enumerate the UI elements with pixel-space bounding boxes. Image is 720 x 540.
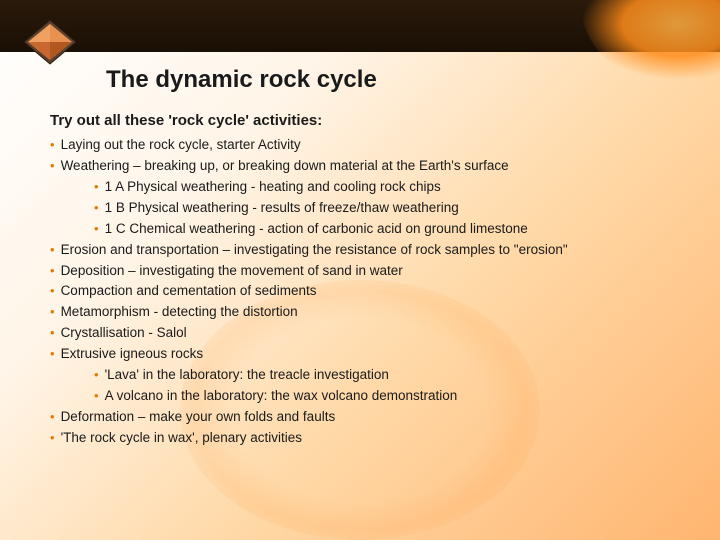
bullet-text: 1 B Physical weathering - results of fre… [105,198,459,219]
bullet-text: Crystallisation - Salol [61,323,187,344]
bullet-text: Weathering – breaking up, or breaking do… [61,156,509,177]
bullet-text: A volcano in the laboratory: the wax vol… [105,386,458,407]
bullet-text: Erosion and transportation – investigati… [61,240,568,261]
bullet-list: • Laying out the rock cycle, starter Acti… [50,135,672,449]
bullet-text: Compaction and cementation of sediments [61,281,317,302]
bullet-text: Metamorphism - detecting the distortion [61,302,298,323]
bullet-dot-icon: • [50,407,55,427]
bullet-dot-icon: • [50,281,55,301]
bullet-text: 1 C Chemical weathering - action of carb… [105,219,528,240]
bullet-item: • Erosion and transportation – investigat… [50,240,672,261]
bullet-dot-icon: • [50,302,55,322]
bullet-item: • Deformation – make your own folds and f… [50,407,672,428]
bullet-item: • Metamorphism - detecting the distortion [50,302,672,323]
bullet-dot-icon: • [94,198,99,218]
bullet-item: • Crystallisation - Salol [50,323,672,344]
bullet-item: • Extrusive igneous rocks [50,344,672,365]
bullet-dot-icon: • [50,344,55,364]
slide-title: The dynamic rock cycle [106,66,672,94]
bullet-item: • Laying out the rock cycle, starter Acti… [50,135,672,156]
bullet-dot-icon: • [50,156,55,176]
bullet-dot-icon: • [94,386,99,406]
bullet-text: 1 A Physical weathering - heating and co… [105,177,441,198]
bullet-dot-icon: • [50,323,55,343]
bullet-text: 'The rock cycle in wax', plenary activit… [61,428,303,449]
bullet-item: • Compaction and cementation of sediments [50,281,672,302]
bullet-text: 'Lava' in the laboratory: the treacle in… [105,365,389,386]
bullet-dot-icon: • [94,365,99,385]
bullet-dot-icon: • [94,219,99,239]
bullet-item: • 1 B Physical weathering - results of fr… [94,198,672,219]
bullet-dot-icon: • [50,135,55,155]
bullet-text: Extrusive igneous rocks [61,344,204,365]
bullet-dot-icon: • [50,261,55,281]
bullet-text: Laying out the rock cycle, starter Activ… [61,135,301,156]
bullet-text: Deposition – investigating the movement … [61,261,403,282]
slide-content: The dynamic rock cycle Try out all these… [0,52,720,469]
header-bar [0,0,720,52]
bullet-dot-icon: • [50,428,55,448]
bullet-item: • 'The rock cycle in wax', plenary activi… [50,428,672,449]
bullet-item: • Weathering – breaking up, or breaking d… [50,156,672,177]
bullet-item: • A volcano in the laboratory: the wax vo… [94,386,672,407]
bullet-dot-icon: • [94,177,99,197]
bullet-text: Deformation – make your own folds and fa… [61,407,336,428]
bullet-item: • Deposition – investigating the movement… [50,261,672,282]
bullet-item: • 1 C Chemical weathering - action of car… [94,219,672,240]
bullet-item: • 'Lava' in the laboratory: the treacle i… [94,365,672,386]
bullet-item: • 1 A Physical weathering - heating and c… [94,177,672,198]
slide-subtitle: Try out all these 'rock cycle' activitie… [50,112,672,129]
bullet-dot-icon: • [50,240,55,260]
